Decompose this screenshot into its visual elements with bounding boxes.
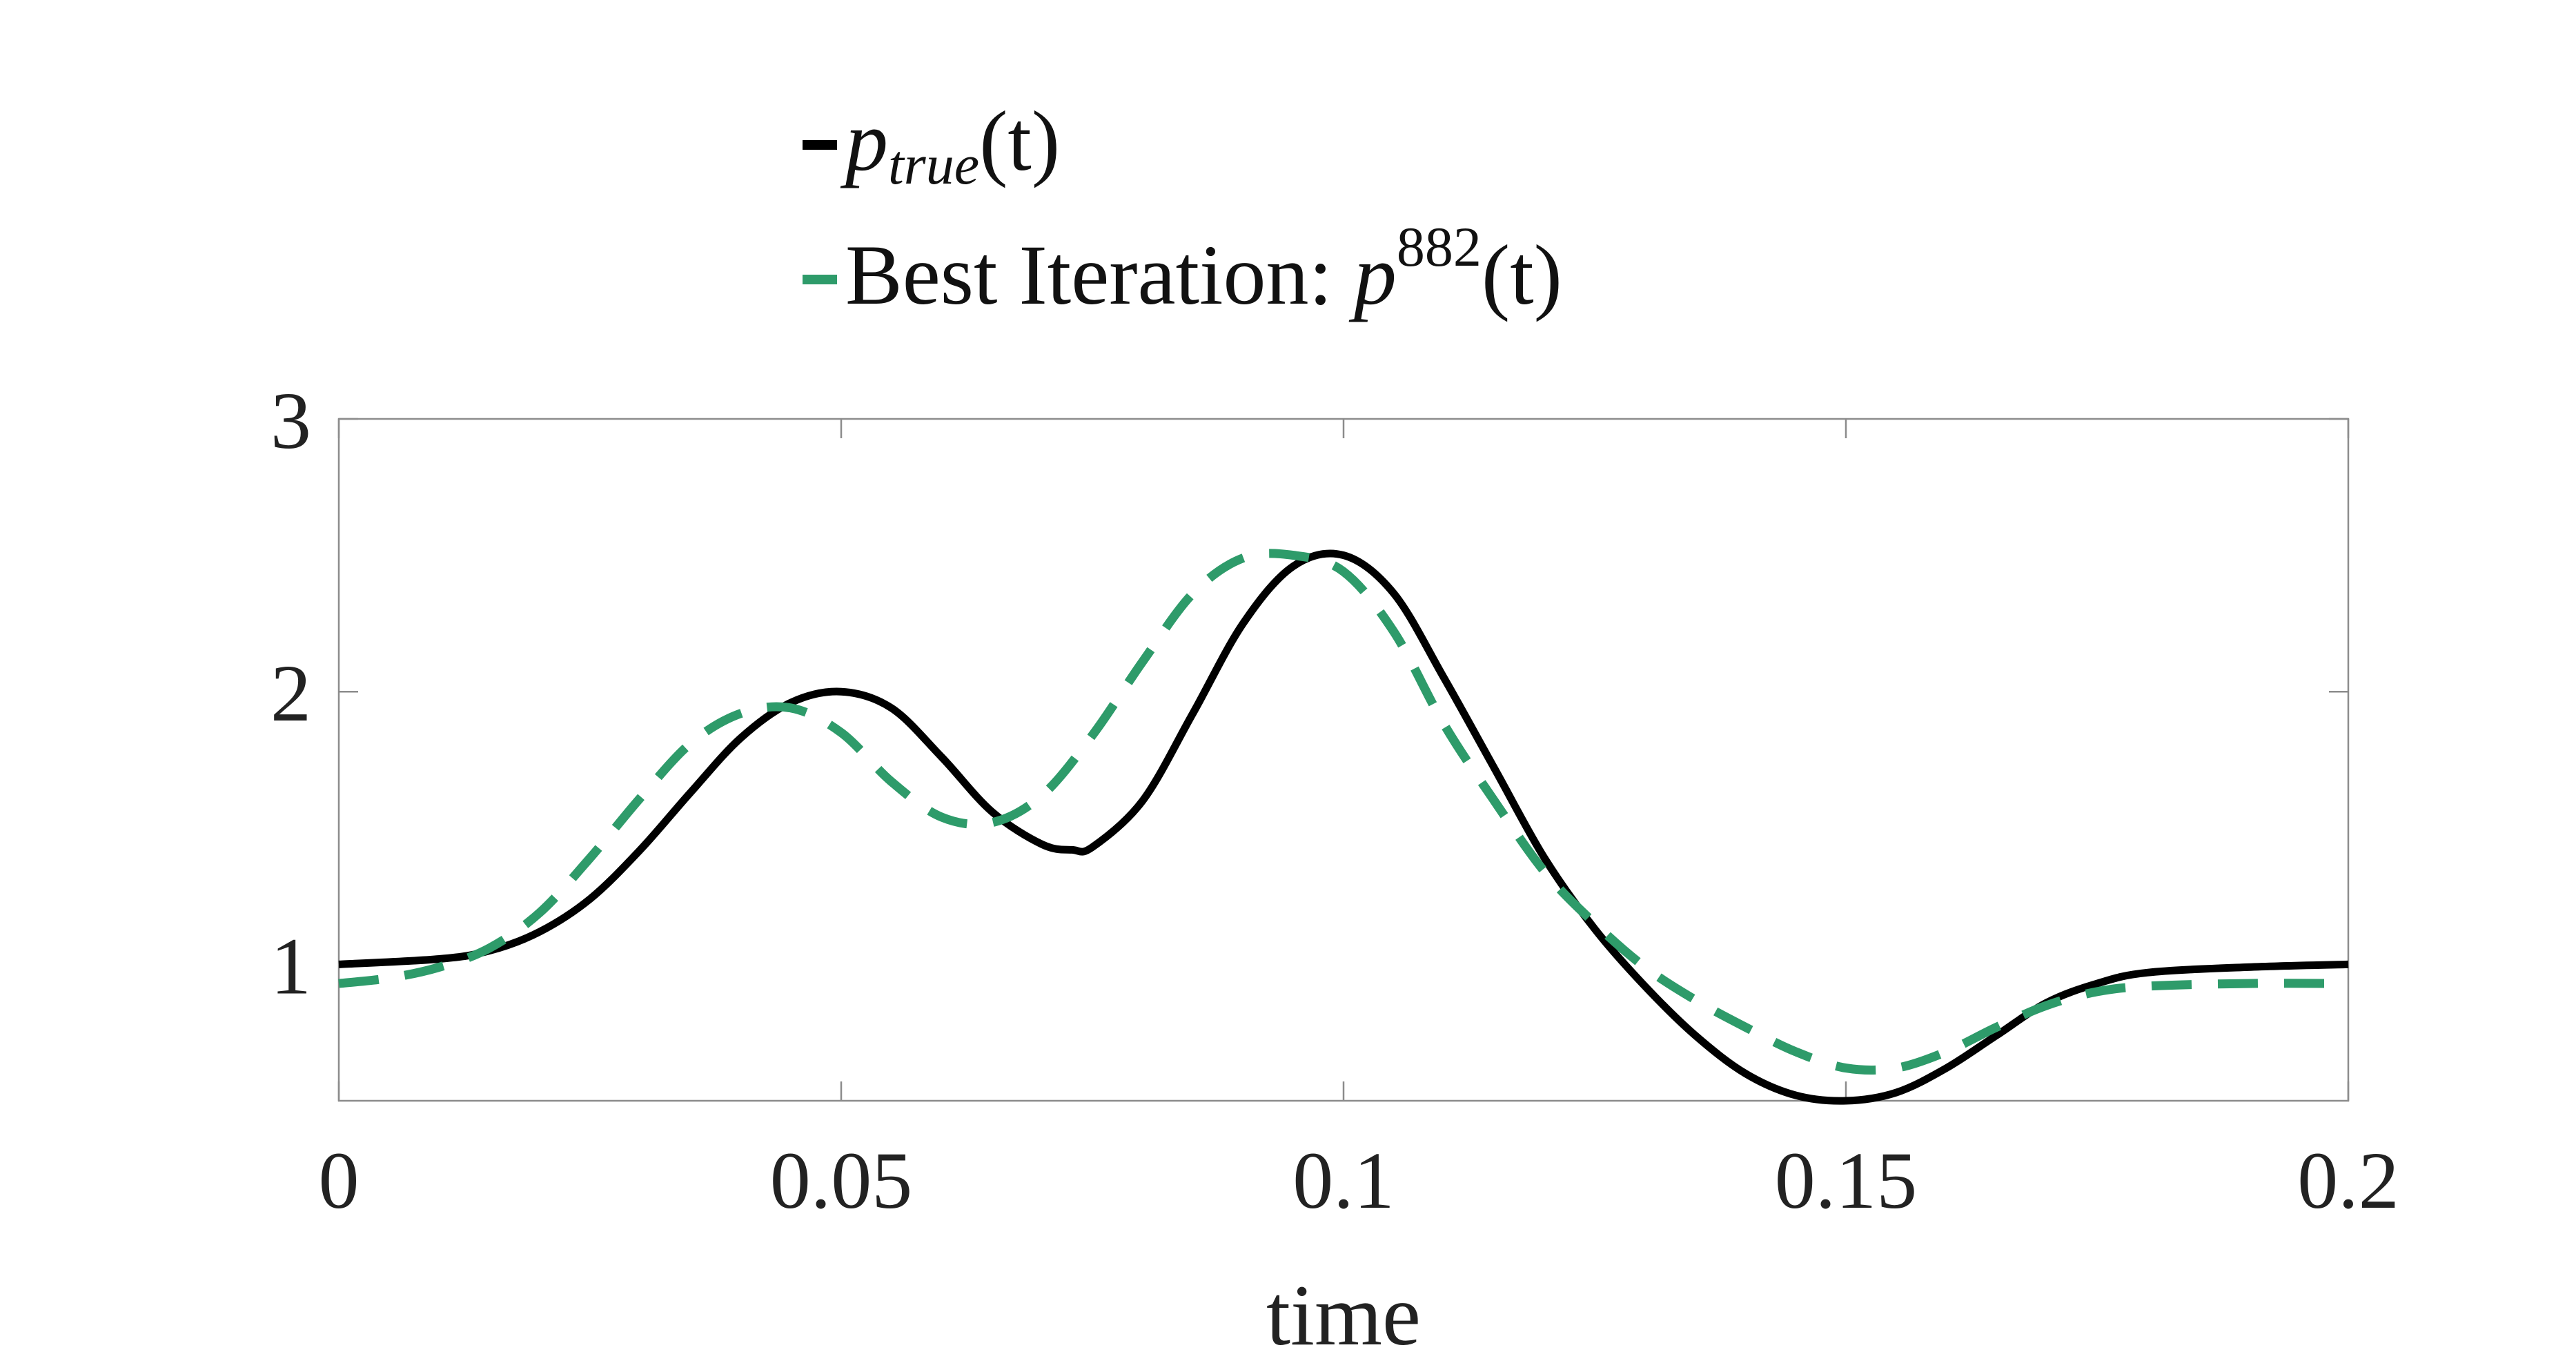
- legend-best-p: p: [1348, 228, 1397, 322]
- y-tick-label: 1: [271, 921, 311, 1011]
- legend-best-suffix: (t): [1482, 228, 1562, 322]
- y-tick-label: 2: [271, 648, 311, 738]
- tick-labels: 0 0.05 0.1 0.15 0.2 1 2 3: [271, 375, 2399, 1226]
- legend-true-sub: true: [888, 133, 979, 196]
- legend: ptrue(t) Best Iteration: p882(t): [803, 94, 1562, 322]
- x-tick-label: 0.05: [770, 1135, 913, 1226]
- x-tick-label: 0.2: [2297, 1135, 2399, 1226]
- series-layer: [338, 549, 2349, 1105]
- legend-best-prefix: Best Iteration:: [845, 228, 1354, 322]
- x-tick-label: 0: [319, 1135, 360, 1226]
- series-line-best-iteration: [338, 549, 2349, 1075]
- legend-true-prefix: p: [840, 94, 888, 188]
- y-tick-label: 3: [271, 375, 311, 466]
- x-axis-label: time: [1266, 1268, 1421, 1364]
- x-tick-label: 0.1: [1292, 1135, 1395, 1226]
- series-line-true: [338, 549, 2349, 1105]
- legend-label-true: ptrue(t): [840, 94, 1060, 196]
- x-tick-label: 0.15: [1775, 1135, 1918, 1226]
- legend-label-best: Best Iteration: p882(t): [845, 215, 1562, 322]
- legend-true-suffix: (t): [979, 94, 1060, 188]
- legend-best-sup: 882: [1397, 215, 1482, 278]
